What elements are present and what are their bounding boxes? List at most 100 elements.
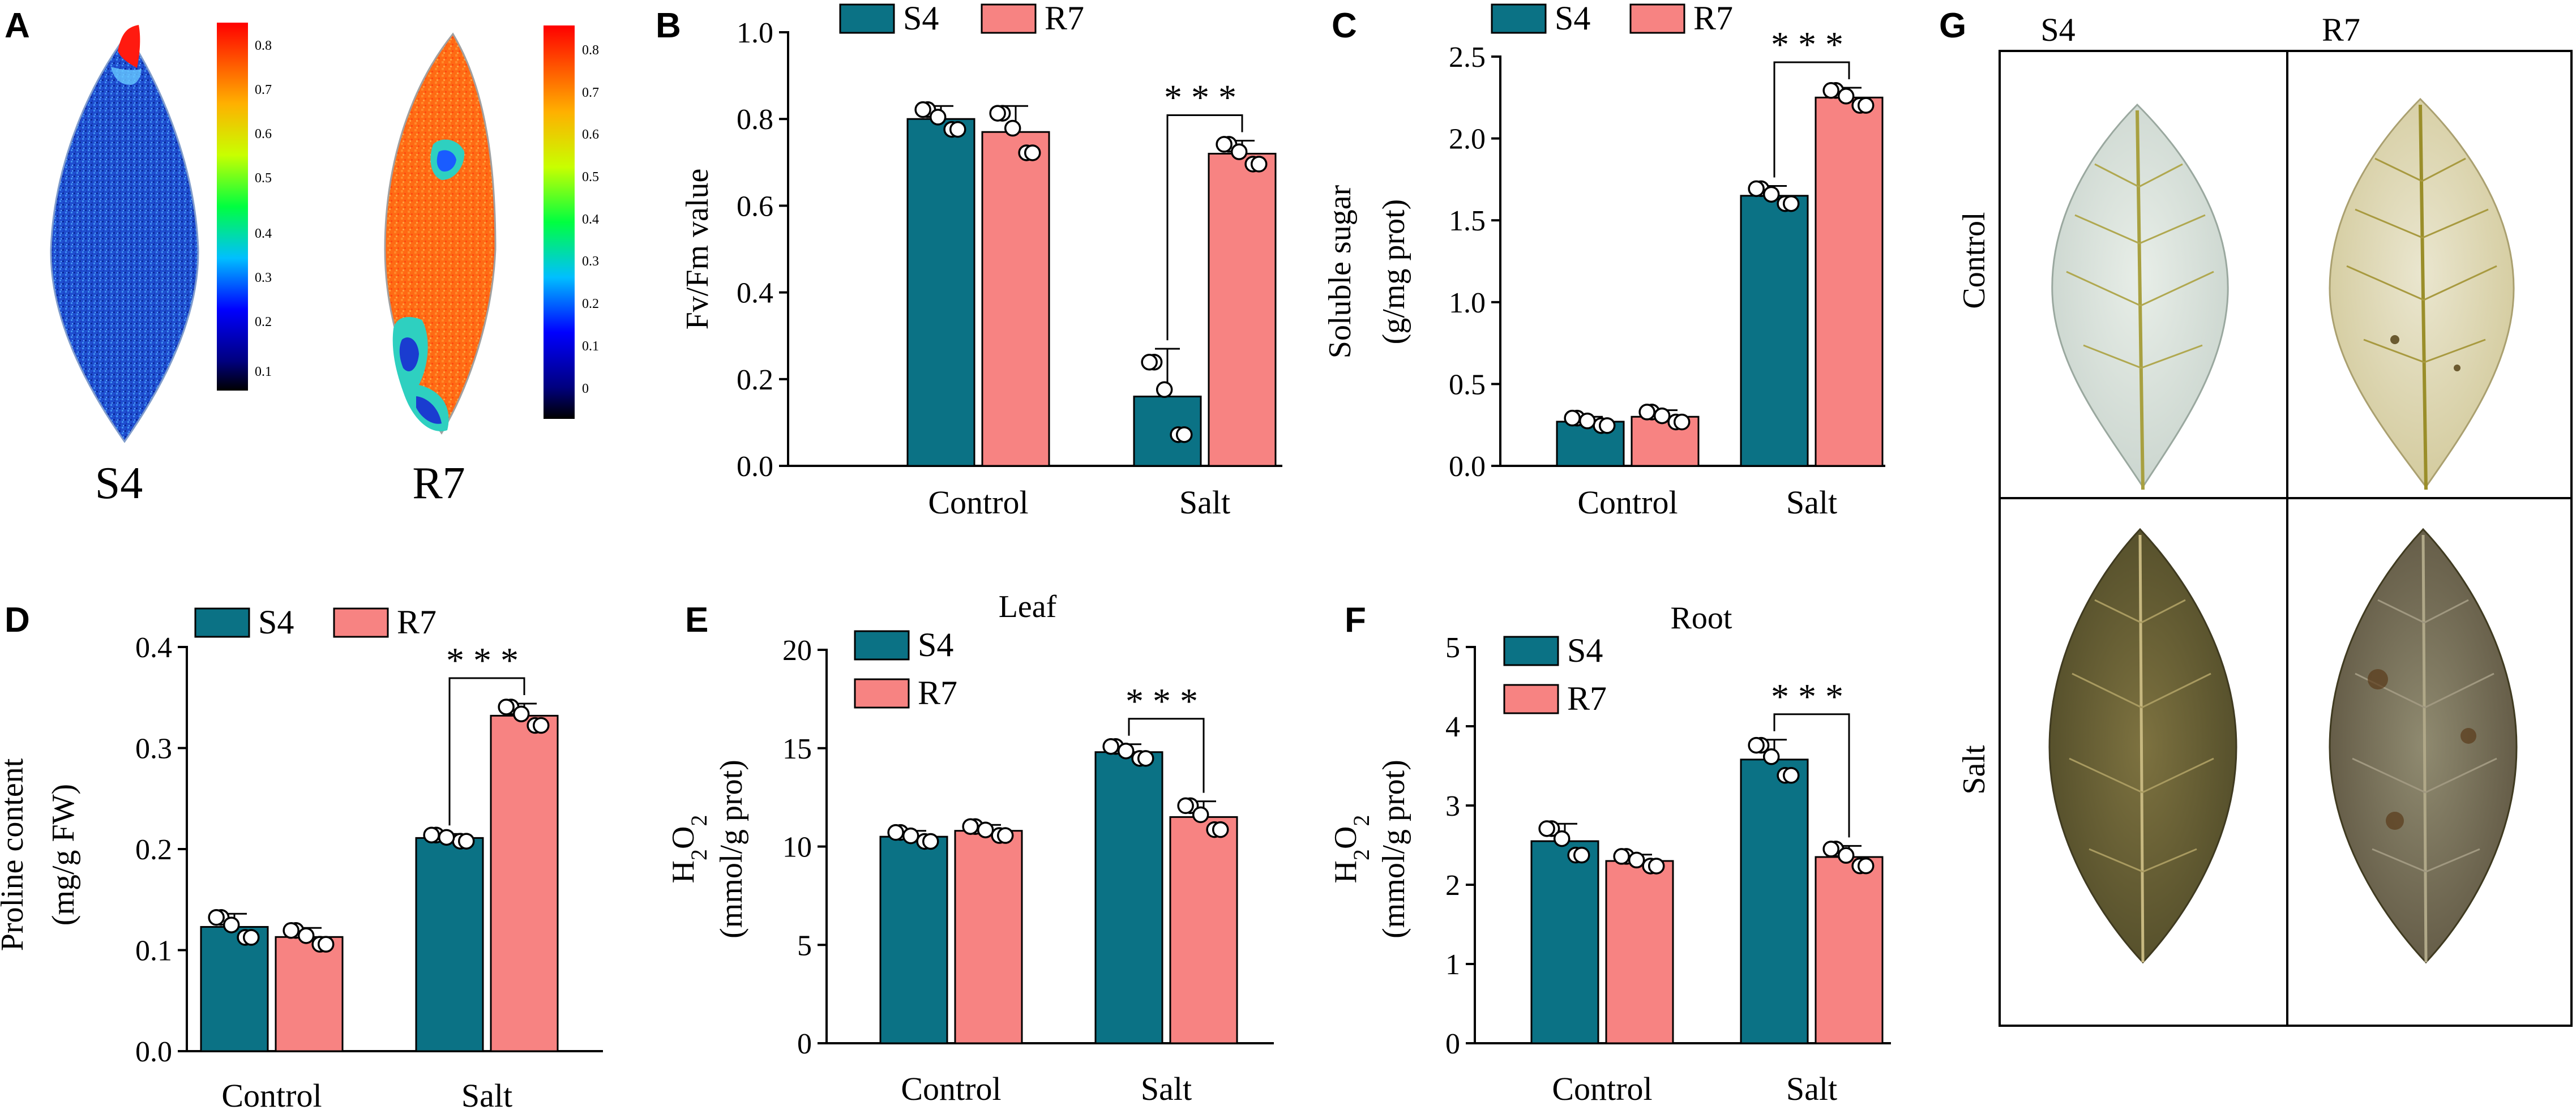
panel-letter-a: A	[5, 6, 30, 45]
data-point	[1638, 404, 1655, 421]
colorbar-tick: 0.5	[582, 170, 599, 185]
chart-fv-fm: B 0.0 0.2 0.4 0.6 0.8 1.0 Fv/Fm value *** Control…	[656, 0, 1282, 521]
data-point	[989, 105, 1006, 122]
row-label-control: Control	[1957, 212, 1992, 309]
legend-label-s4: S4	[903, 0, 939, 37]
data-point	[996, 827, 1014, 844]
colorbar-r7	[544, 25, 575, 419]
legend-swatch-r7	[854, 678, 910, 709]
data-point	[887, 824, 904, 841]
y-tick-label: 1.5	[1449, 205, 1486, 237]
x-tick-label: Salt	[1786, 1070, 1837, 1107]
significance-bracket	[1128, 718, 1205, 793]
bar-r7-control	[275, 936, 344, 1052]
panel-a: A 0.8 0.7 0.6 0.5 0.4 0.3 0.2 0.1	[5, 6, 599, 508]
y-tick-label: 1	[1445, 949, 1460, 981]
y-tick-label: 1.0	[1449, 287, 1486, 319]
panel-letter: F	[1345, 601, 1366, 640]
bar-s4-salt	[1740, 759, 1809, 1044]
data-point	[1553, 830, 1571, 847]
y-tick-label: 10	[782, 832, 812, 864]
data-point	[438, 829, 455, 846]
data-point	[512, 705, 530, 723]
bar-r7-control	[981, 131, 1050, 467]
significance-bracket	[1166, 114, 1243, 341]
x-tick-label: Control	[1552, 1070, 1652, 1107]
bar-s4-control	[879, 836, 948, 1044]
y-tick-label: 0.4	[737, 277, 773, 310]
significance-label: ***	[1164, 78, 1246, 118]
data-point	[1212, 821, 1229, 838]
y-axis-label: (mg/g FW)	[46, 784, 81, 926]
colorbar-s4	[217, 23, 248, 391]
bar-r7-salt	[1169, 816, 1238, 1044]
chart-proline: D 0.0 0.1 0.2 0.3 0.4 Proline content (mg/g FW)…	[0, 601, 603, 1114]
colorbar-tick: 0.4	[582, 212, 599, 227]
chart-h2o2-root: F Root 0 1 2 3 4 5 H2O2 (mmol/g prot) *** Control Sa…	[1328, 601, 1891, 1107]
x-tick-label: Control	[1577, 484, 1678, 521]
y-tick-label: 2.0	[1449, 123, 1486, 156]
panel-letter-g: G	[1939, 6, 1966, 45]
data-point	[1782, 767, 1800, 784]
legend-label-s4: S4	[258, 603, 294, 641]
chart-title: Leaf	[999, 589, 1057, 624]
legend-swatch-r7	[981, 3, 1037, 34]
data-point	[1024, 144, 1041, 161]
bar-r7-control	[1605, 860, 1674, 1044]
data-point	[1613, 848, 1630, 865]
colorbar-tick: 0.4	[255, 226, 272, 241]
bar-s4-salt	[1740, 195, 1809, 467]
panel-letter: C	[1332, 6, 1357, 45]
y-axis-label: Proline content	[0, 758, 30, 951]
data-point	[297, 927, 315, 944]
leaf-photo-salt-s4	[2048, 528, 2237, 964]
legend-label-s4: S4	[1567, 632, 1603, 669]
row-label-salt: Salt	[1957, 745, 1992, 795]
x-tick-label: Salt	[461, 1077, 512, 1114]
x-tick-label: Control	[928, 484, 1028, 521]
y-tick-label: 0	[1445, 1028, 1460, 1060]
colorbar-r7-ticks: 0.8 0.7 0.6 0.5 0.4 0.3 0.2 0.1 0	[582, 43, 599, 396]
data-point	[1762, 748, 1780, 765]
colorbar-tick: 0.7	[255, 83, 272, 97]
data-point	[1175, 426, 1193, 443]
chart-title: Root	[1671, 601, 1732, 636]
y-tick-label: 0.3	[135, 733, 172, 765]
data-point	[1177, 797, 1194, 815]
bar-s4-control	[200, 926, 269, 1052]
panel-g: G S4 R7 Control Salt	[1939, 6, 2573, 1027]
data-point	[914, 101, 931, 118]
column-label-s4: S4	[2040, 11, 2075, 48]
data-point	[1564, 409, 1581, 427]
data-point	[929, 109, 947, 126]
bar-r7-salt	[1815, 96, 1884, 467]
significance-bracket	[1773, 713, 1850, 838]
data-point	[1748, 180, 1765, 198]
legend-swatch-r7	[1503, 684, 1559, 714]
legend-swatch-s4	[1503, 636, 1559, 666]
colorbar-tick: 0.2	[255, 315, 272, 329]
colorbar-tick: 0.1	[255, 365, 272, 379]
bar-r7-salt	[1815, 856, 1884, 1044]
leaf-r7-fluorescence-image	[384, 32, 497, 435]
data-point	[222, 916, 240, 933]
bar-r7-salt	[490, 714, 559, 1052]
data-point	[1192, 806, 1209, 824]
data-point	[1578, 412, 1596, 430]
data-point	[1573, 846, 1590, 864]
colorbar-tick: 0.7	[582, 85, 599, 100]
y-tick-label: 0.0	[135, 1036, 172, 1068]
data-point	[1782, 195, 1800, 212]
colorbar-tick: 0.6	[582, 127, 599, 142]
data-point	[1837, 88, 1855, 105]
data-point	[1216, 136, 1233, 153]
y-axis-label: Fv/Fm value	[680, 169, 715, 330]
y-axis-label: (mmol/g prot)	[714, 760, 749, 939]
legend-label-s4: S4	[918, 626, 953, 663]
y-tick-label: 5	[797, 929, 812, 962]
data-point	[1857, 97, 1875, 114]
data-point	[498, 699, 515, 715]
colorbar-tick: 0.1	[582, 339, 599, 354]
significance-label: ***	[1771, 24, 1852, 65]
legend-label-r7: R7	[1567, 680, 1607, 717]
